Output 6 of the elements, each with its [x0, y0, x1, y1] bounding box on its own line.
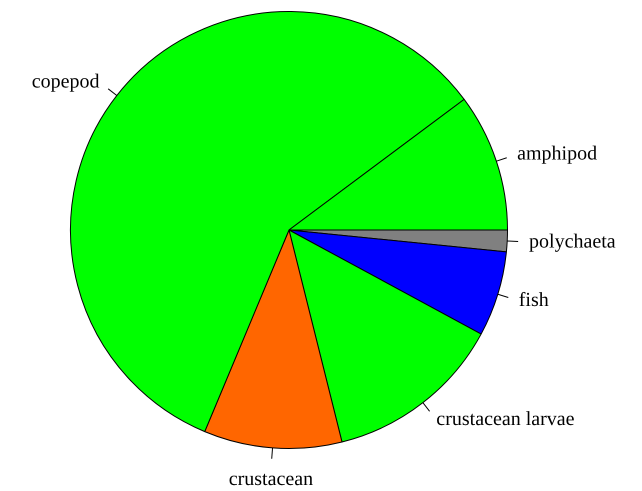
slice-label: crustacean larvae — [436, 408, 575, 430]
slice-label: fish — [518, 288, 549, 311]
slice-label: polychaeta — [529, 230, 616, 252]
slice-label: amphipod — [517, 142, 598, 165]
slice-label: copepod — [32, 70, 100, 92]
slice-label: crustacean — [228, 468, 314, 490]
